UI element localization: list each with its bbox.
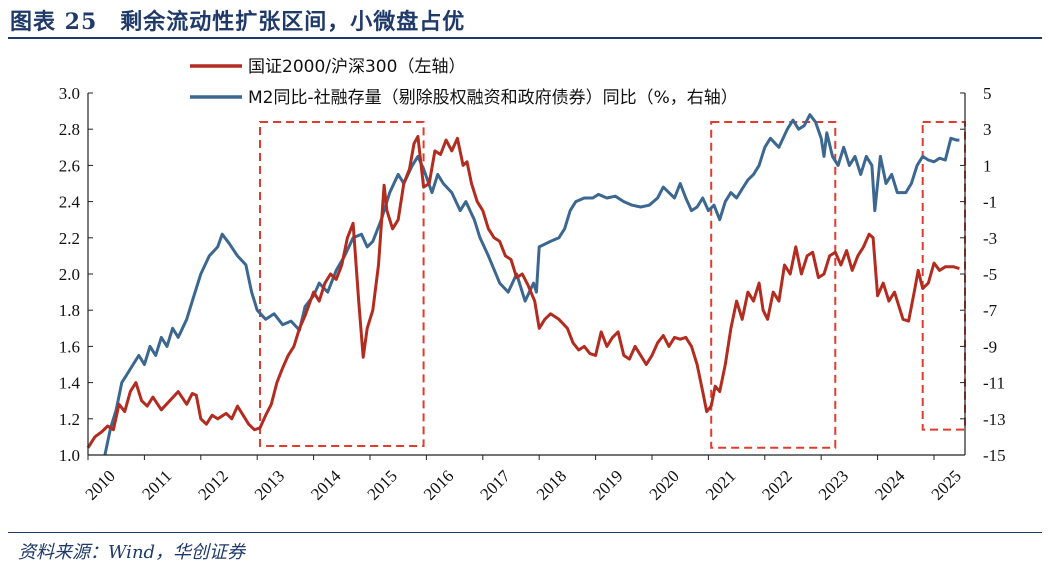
y-left-tick-label: 1.4 — [59, 374, 81, 393]
x-tick-label: 2019 — [589, 466, 626, 503]
y-right-tick-label: -3 — [983, 229, 997, 248]
y-left-tick-label: 2.0 — [59, 265, 80, 284]
hs2000-line — [86, 134, 960, 449]
y-right-tick-label: 5 — [983, 84, 992, 103]
legend-label-m2: M2同比-社融存量（剔除股权融资和政府债券）同比（%，右轴） — [248, 88, 738, 108]
x-tick-label: 2010 — [82, 466, 119, 503]
x-tick-label: 2020 — [646, 466, 683, 503]
x-tick-label: 2025 — [928, 466, 965, 503]
y-right-tick-label: 3 — [983, 120, 992, 139]
x-tick-label: 2021 — [702, 466, 739, 503]
highlight-box-1 — [259, 120, 425, 447]
y-left-tick-label: 2.4 — [59, 193, 81, 212]
y-left-tick-label: 1.0 — [59, 446, 80, 465]
x-tick-label: 2022 — [758, 466, 795, 503]
x-tick-label: 2011 — [138, 466, 175, 503]
x-tick-label: 2013 — [251, 466, 288, 503]
x-tick-label: 2024 — [871, 466, 909, 504]
x-tick-label: 2017 — [476, 466, 514, 504]
y-left-tick-label: 1.8 — [59, 301, 80, 320]
legend-label-hs2000: 国证2000/沪深300（左轴） — [248, 57, 465, 77]
y-left-tick-label: 2.8 — [59, 120, 80, 139]
y-right-tick-label: 1 — [983, 156, 992, 175]
x-tick-label: 2023 — [815, 466, 852, 503]
y-left-tick-label: 1.2 — [59, 410, 80, 429]
footer-divider — [8, 532, 1042, 533]
x-tick-label: 2018 — [533, 466, 570, 503]
y-right-tick-label: -11 — [983, 374, 1005, 393]
y-left-tick-label: 3.0 — [59, 84, 80, 103]
y-right-tick-label: -15 — [983, 446, 1006, 465]
y-right-tick-label: -5 — [983, 265, 997, 284]
legend: 国证2000/沪深300（左轴） M2同比-社融存量（剔除股权融资和政府债券）同… — [190, 57, 738, 108]
y-left-tick-label: 2.2 — [59, 229, 80, 248]
figure-title: 图表 25 剩余流动性扩张区间，小微盘占优 — [10, 9, 466, 35]
x-tick-label: 2016 — [420, 466, 457, 503]
y-left-tick-label: 1.6 — [59, 337, 80, 356]
y-right-tick-label: -7 — [983, 301, 998, 320]
source-note: 资料来源：Wind，华创证券 — [18, 542, 246, 563]
y-right-tick-label: -13 — [983, 410, 1006, 429]
m2-line — [103, 113, 960, 456]
y-left-tick-label: 2.6 — [59, 156, 80, 175]
highlight-box-2 — [710, 120, 837, 449]
x-tick-label: 2015 — [364, 466, 401, 503]
x-tick-label: 2014 — [307, 466, 345, 504]
title-divider — [8, 37, 1042, 39]
y-right-tick-label: -9 — [983, 337, 997, 356]
y-right-tick-label: -1 — [983, 193, 997, 212]
x-tick-label: 2012 — [194, 466, 231, 503]
